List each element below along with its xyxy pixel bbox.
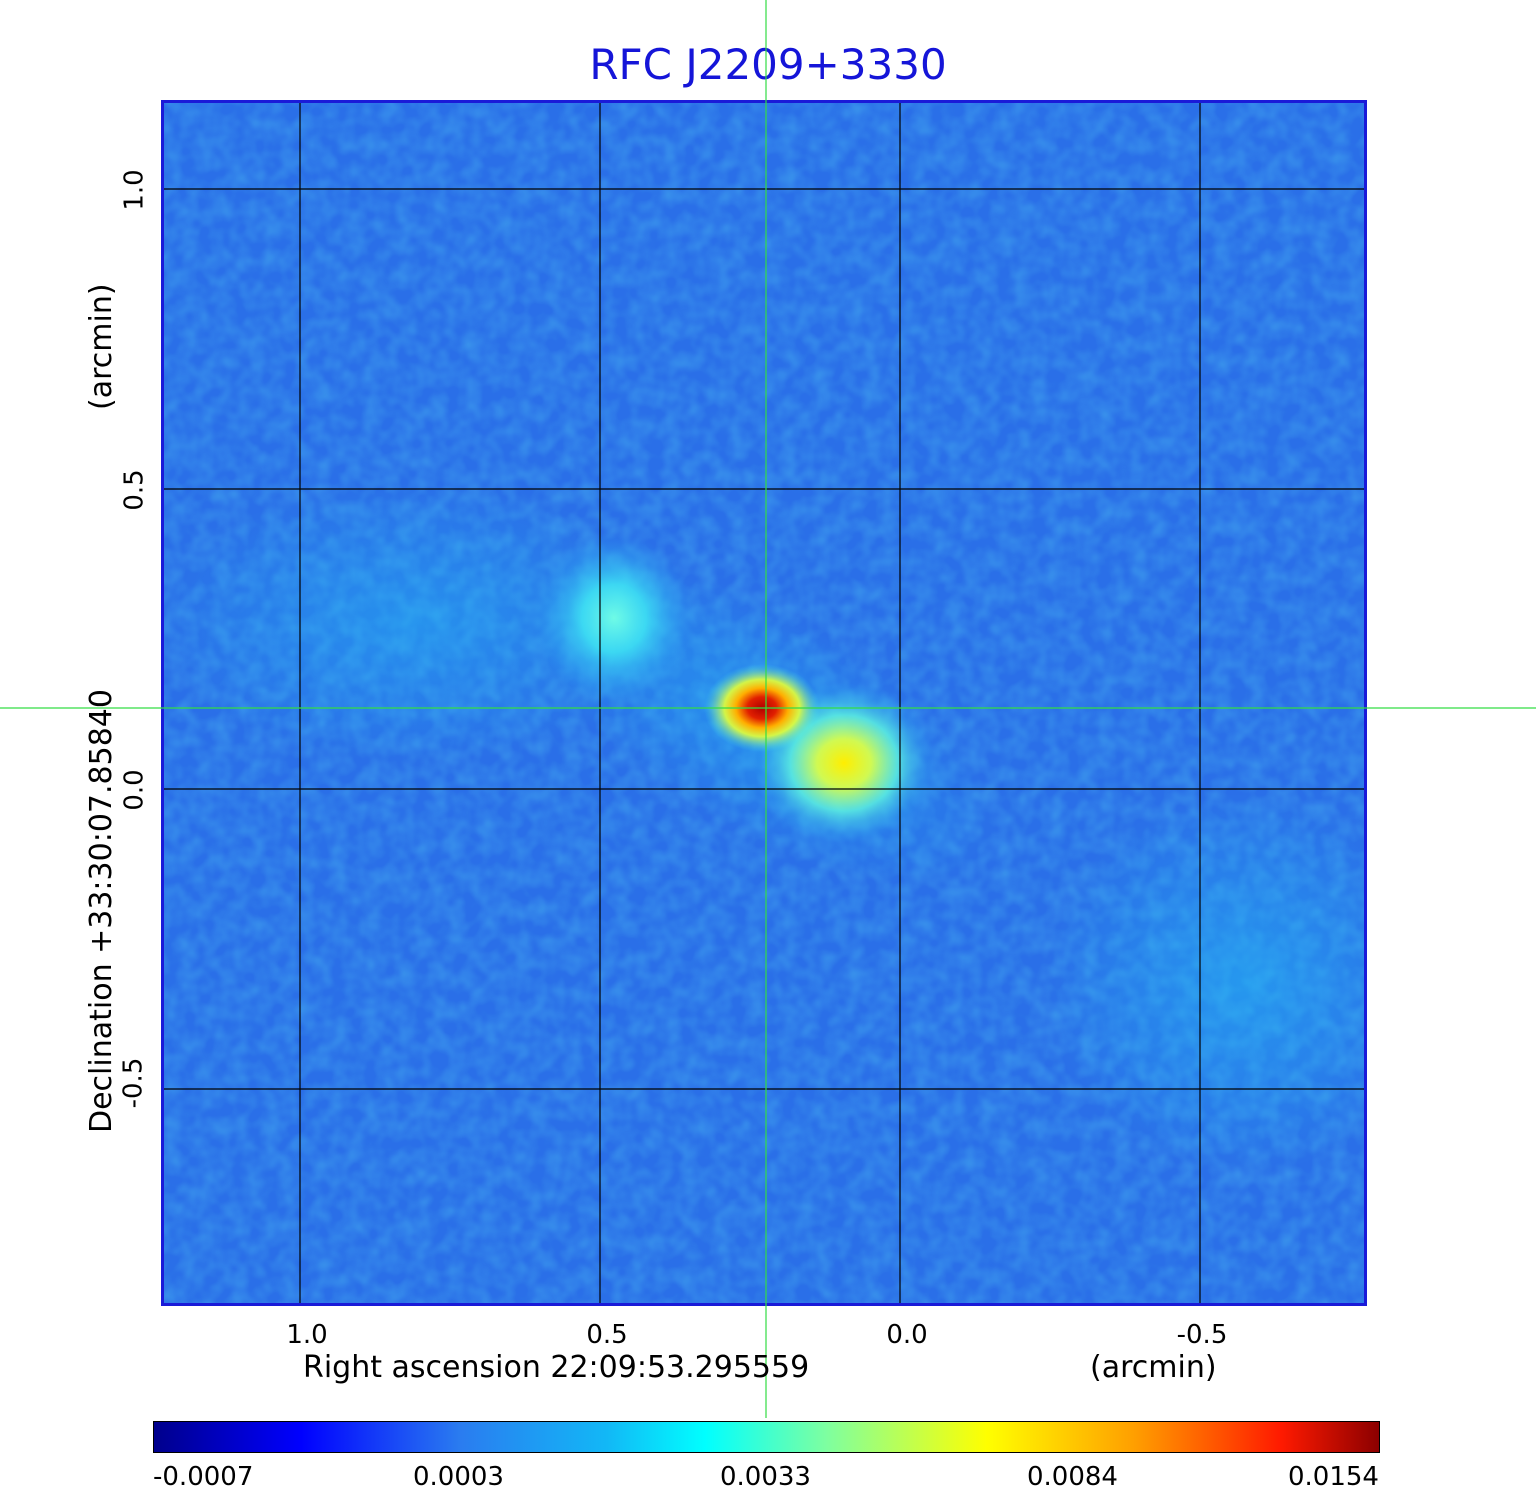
northern-lobe	[534, 533, 694, 703]
x-tick-label: 1.0	[286, 1320, 328, 1350]
sky-image-panel	[161, 100, 1367, 1306]
coordinate-grid	[164, 103, 1364, 1303]
y-axis-label: Declination +33:30:07.85840	[84, 689, 119, 1133]
y-tick-label: 1.0	[119, 169, 150, 211]
x-tick-label: 0.5	[586, 1320, 628, 1350]
x-tick-label: -0.5	[1176, 1320, 1228, 1350]
x-axis-unit: (arcmin)	[1090, 1350, 1217, 1385]
x-axis-label: Right ascension 22:09:53.295559	[303, 1350, 810, 1385]
y-tick-label: -0.5	[118, 1057, 149, 1109]
colorbar-label: 0.0084	[1027, 1462, 1118, 1492]
colorbar-label: 0.0003	[413, 1462, 504, 1492]
y-tick-label: 0.5	[119, 469, 150, 511]
y-axis-unit: (arcmin)	[84, 283, 119, 410]
y-tick-label: 0.0	[119, 769, 150, 811]
bright-core	[704, 664, 820, 752]
image-title: RFC J2209+3330	[589, 40, 947, 89]
colorbar-label: -0.0007	[153, 1462, 254, 1492]
x-tick-label: 0.0	[886, 1320, 928, 1350]
radio-map	[164, 103, 1364, 1303]
colorbar-label: 0.0154	[1288, 1462, 1379, 1492]
colorbar-label: 0.0033	[720, 1462, 811, 1492]
colorbar	[153, 1421, 1380, 1453]
